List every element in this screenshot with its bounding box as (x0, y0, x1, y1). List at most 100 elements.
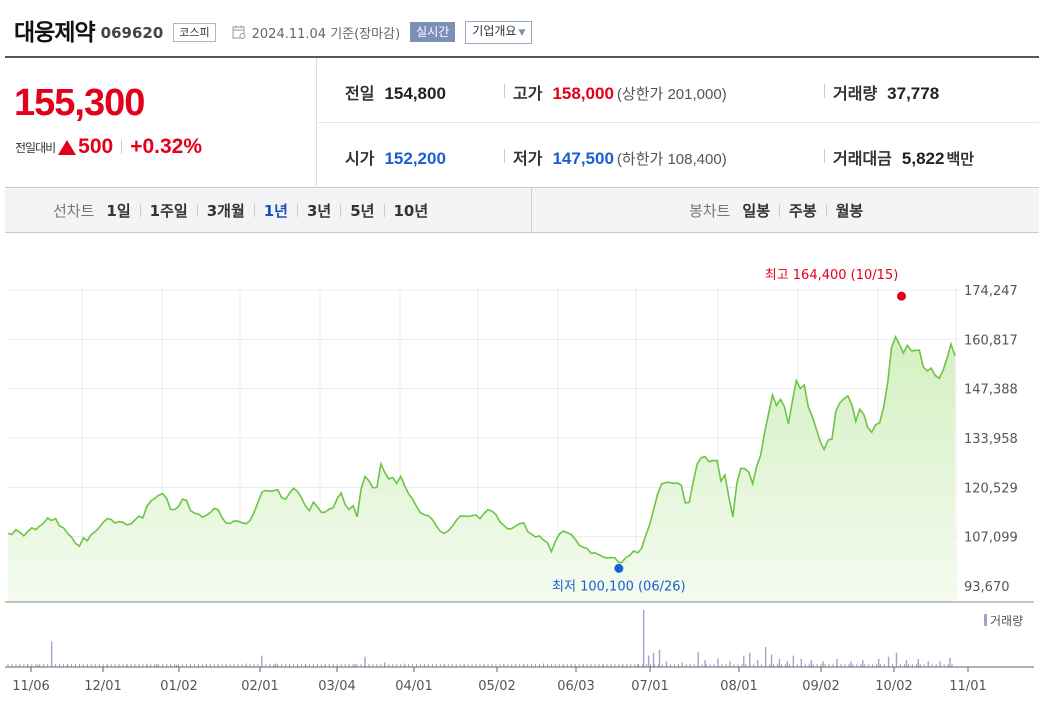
divider (504, 149, 505, 163)
price-summary: 155,300 전일대비 500 +0.32% 전일 154,800 고가 15… (5, 56, 1039, 188)
candle-chart-label: 봉차트 (689, 202, 731, 220)
tab-monthly[interactable]: 월봉 (835, 202, 864, 220)
y-tick-label: 174,247 (964, 284, 1018, 299)
base-date: 2024.11.04 기준(장마감) (251, 26, 401, 42)
candle-chart-tabs: 봉차트 일봉 주봉 월봉 (689, 200, 865, 221)
chart-tab-bar: 선차트 1일 1주일 3개월 1년 3년 5년 10년 봉차트 일봉 주봉 월봉 (5, 188, 1039, 233)
x-tick-label: 03/04 (318, 679, 355, 694)
x-tick-label: 01/02 (160, 679, 197, 694)
company-info-label: 기업개요 (472, 23, 517, 38)
open-value: 152,200 (384, 149, 446, 168)
volume-legend: 거래량 (990, 614, 1023, 628)
line-chart-label: 선차트 (53, 202, 95, 220)
tab-daily[interactable]: 일봉 (742, 202, 771, 220)
upper-limit: (상한가 201,000) (616, 86, 727, 103)
market-badge: 코스피 (173, 22, 216, 42)
high-label: 고가 (513, 84, 543, 103)
stock-code: 069620 (100, 24, 164, 42)
open-label: 시가 (345, 149, 375, 168)
realtime-button[interactable]: 실시간 (410, 22, 456, 42)
tab-weekly[interactable]: 주봉 (789, 202, 817, 220)
volume-label: 거래량 (833, 84, 878, 103)
low-stat: 저가 147,500 (하한가 108,400) (513, 145, 727, 169)
tab-3m[interactable]: 3개월 (206, 202, 245, 220)
divider (825, 204, 827, 217)
high-marker (897, 291, 907, 301)
tab-5y[interactable]: 5년 (350, 202, 375, 220)
y-tick-label: 160,817 (964, 333, 1018, 348)
company-name: 대웅제약 (14, 20, 96, 46)
divider (824, 84, 825, 98)
current-price-box: 155,300 전일대비 500 +0.32% (5, 58, 317, 188)
prev-close-value: 154,800 (384, 84, 446, 103)
low-marker (614, 563, 624, 573)
y-tick-label: 120,529 (964, 481, 1018, 496)
high-annotation: 최고 164,400 (10/15) (765, 268, 899, 283)
x-tick-label: 04/01 (395, 679, 432, 694)
divider (139, 204, 141, 217)
x-tick-label: 10/02 (875, 679, 912, 694)
change-label: 전일대비 (15, 140, 56, 155)
divider (340, 204, 342, 217)
trade-value-label: 거래대금 (833, 149, 892, 168)
up-arrow-icon (58, 139, 77, 155)
trade-value-stat: 거래대금 5,822 백만 (833, 145, 974, 169)
x-tick-label: 07/01 (631, 679, 668, 694)
price-area (8, 336, 955, 602)
x-tick-label: 08/01 (720, 679, 757, 694)
price-chart: 174,247 160,817 147,388 133,958 120,529 107,0… (5, 268, 1034, 694)
divider (504, 84, 505, 98)
trade-value-unit: 백만 (946, 150, 975, 168)
y-tick-label: 133,958 (964, 432, 1018, 447)
high-value: 158,000 (552, 84, 614, 103)
company-info-dropdown[interactable]: 기업개요 ▼ (465, 20, 533, 44)
y-tick-label: 107,099 (964, 531, 1018, 546)
tab-10y[interactable]: 10년 (393, 202, 429, 220)
stats-row-2: 시가 152,200 저가 147,500 (하한가 108,400) 거래대금… (318, 123, 1039, 188)
prev-close-label: 전일 (345, 84, 375, 103)
chevron-down-icon: ▼ (518, 27, 526, 38)
volume-legend-swatch (984, 614, 987, 626)
change-row: 전일대비 500 +0.32% (15, 135, 202, 159)
line-chart-tabs: 선차트 1일 1주일 3개월 1년 3년 5년 10년 (53, 200, 430, 221)
low-label: 저가 (513, 149, 543, 168)
y-tick-label: 93,670 (964, 580, 1010, 595)
trade-value: 5,822 (901, 149, 945, 168)
prev-close-stat: 전일 154,800 (345, 80, 446, 104)
current-price: 155,300 (14, 82, 145, 124)
volume-value: 37,778 (887, 84, 940, 103)
tab-1w[interactable]: 1주일 (149, 202, 188, 220)
volume-bars (7, 610, 953, 667)
divider (383, 204, 385, 217)
x-tick-label: 02/01 (241, 679, 278, 694)
tab-1y[interactable]: 1년 (263, 202, 288, 220)
divider (196, 204, 198, 217)
change-percent: +0.32% (130, 135, 203, 158)
x-tick-label: 12/01 (84, 679, 121, 694)
high-stat: 고가 158,000 (상한가 201,000) (513, 80, 727, 104)
y-axis: 174,247 160,817 147,388 133,958 120,529 107,0… (964, 284, 1018, 595)
x-tick-label: 05/02 (478, 679, 515, 694)
low-annotation: 최저 100,100 (06/26) (552, 579, 686, 594)
divider (824, 149, 825, 163)
y-tick-label: 147,388 (964, 383, 1018, 398)
divider (531, 188, 532, 232)
volume-stat: 거래량 37,778 (833, 80, 939, 104)
open-stat: 시가 152,200 (345, 145, 446, 169)
stats-row-1: 전일 154,800 고가 158,000 (상한가 201,000) 거래량 … (318, 58, 1039, 123)
divider (779, 204, 781, 217)
calendar-icon (232, 25, 246, 39)
change-amount: 500 (78, 135, 114, 158)
x-tick-label: 11/06 (12, 679, 49, 694)
divider (253, 204, 255, 217)
price-line (7, 334, 956, 564)
tab-3y[interactable]: 3년 (307, 202, 332, 220)
x-tick-label: 06/03 (557, 679, 594, 694)
divider (297, 204, 298, 217)
x-tick-label: 11/01 (949, 679, 986, 694)
lower-limit: (하한가 108,400) (616, 151, 727, 168)
low-value: 147,500 (552, 149, 614, 168)
x-tick-label: 09/02 (802, 679, 839, 694)
stock-header: 대웅제약 069620 코스피 2024.11.04 기준(장마감) 실시간 기… (14, 12, 533, 48)
tab-1d[interactable]: 1일 (106, 202, 131, 220)
